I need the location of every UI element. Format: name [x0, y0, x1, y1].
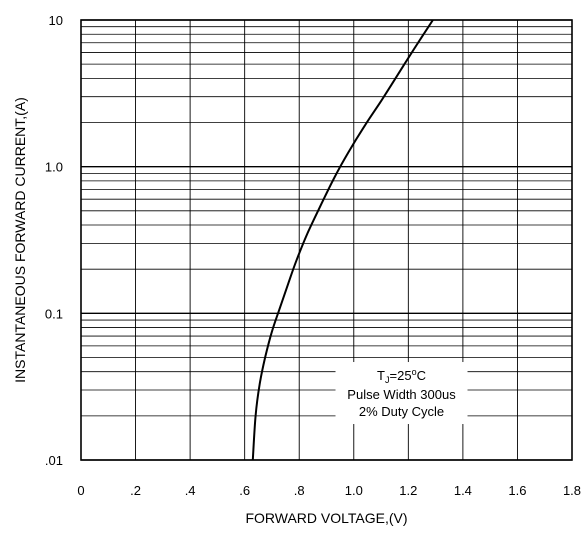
- x-tick-label: 1.8: [563, 483, 581, 498]
- series-line: [251, 19, 434, 461]
- annotation-background: [335, 362, 468, 425]
- y-tick-label: 1.0: [45, 160, 63, 175]
- x-tick-label: 1.6: [508, 483, 526, 498]
- x-tick-label: 1.2: [399, 483, 417, 498]
- y-tick-label: 0.1: [45, 306, 63, 321]
- plot-frame: [80, 19, 573, 461]
- x-axis-label: FORWARD VOLTAGE,(V): [245, 510, 407, 526]
- annotation-pulse-width: Pulse Width 300us: [347, 387, 456, 402]
- x-tick-label: .4: [185, 483, 196, 498]
- major-gridlines: [80, 19, 573, 461]
- test-conditions-annotation: TJ=25oC Pulse Width 300us 2% Duty Cycle: [335, 362, 468, 425]
- x-tick-label: 0: [77, 483, 84, 498]
- x-tick-label: .2: [130, 483, 141, 498]
- x-tick-labels: 0 .2 .4 .6 .8 1.0 1.2 1.4 1.6 1.8: [77, 483, 581, 498]
- x-tick-label: 1.4: [454, 483, 472, 498]
- y-tick-label: 10: [49, 13, 63, 28]
- annotation-junction-temperature: TJ=25oC: [377, 367, 426, 385]
- annotation-duty-cycle: 2% Duty Cycle: [359, 404, 444, 419]
- x-tick-label: .6: [239, 483, 250, 498]
- x-tick-label: 1.0: [345, 483, 363, 498]
- minor-gridlines: [81, 26, 572, 417]
- y-tick-labels: .01 0.1 1.0 10: [45, 13, 63, 468]
- x-tick-label: .8: [294, 483, 305, 498]
- y-tick-label: .01: [45, 453, 63, 468]
- y-axis-label: INSTANTANEOUS FORWARD CURRENT,(A): [12, 97, 28, 383]
